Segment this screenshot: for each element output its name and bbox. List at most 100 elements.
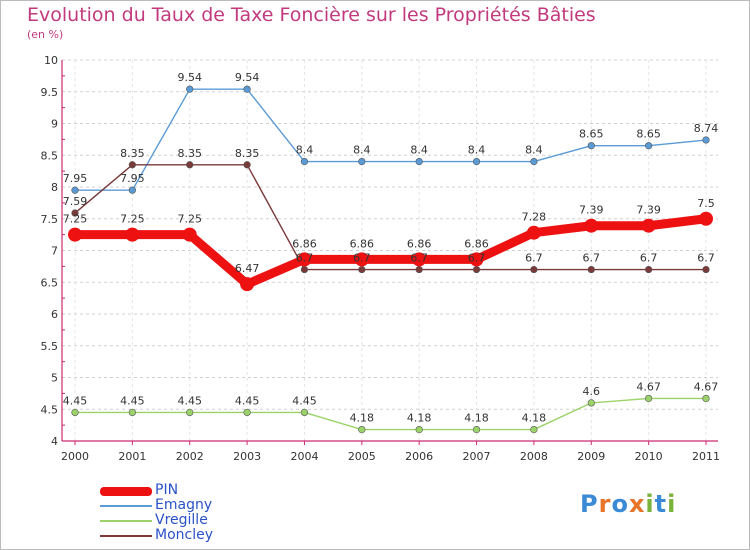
y-tick-label: 6 [51, 308, 58, 321]
point-moncley [71, 209, 79, 217]
grid-layer [62, 59, 718, 442]
data-label-vregille: 4.18 [350, 412, 375, 425]
data-label-vregille: 4.18 [522, 412, 547, 425]
data-label-pin: 7.39 [579, 204, 604, 217]
data-label-emagny: 8.4 [296, 144, 314, 157]
point-vregille [71, 408, 79, 417]
data-label-emagny: 8.65 [636, 128, 661, 141]
logo-letter: x [628, 490, 646, 518]
point-vregille [587, 399, 595, 407]
data-label-vregille: 4.6 [583, 385, 601, 398]
point-vregille [472, 425, 481, 434]
point-emagny [128, 186, 136, 194]
point-emagny [472, 158, 481, 166]
data-label-moncley: 6.7 [583, 252, 601, 265]
data-label-vregille: 4.67 [636, 380, 661, 393]
legend-item-moncley: Moncley [100, 527, 300, 544]
data-label-moncley: 8.35 [235, 147, 260, 160]
data-label-pin: 7.25 [120, 213, 145, 226]
legend-item-vregille: Vregille [100, 512, 300, 529]
data-label-pin: 7.28 [522, 211, 547, 224]
point-vregille [186, 408, 194, 417]
point-pin [584, 218, 599, 233]
data-label-vregille: 4.45 [63, 394, 88, 407]
data-label-emagny: 8.65 [579, 128, 604, 141]
legend: PIN Emagny Vregille Moncley [100, 482, 300, 544]
point-emagny [186, 85, 194, 93]
data-label-vregille: 4.45 [292, 394, 317, 407]
legend-swatch [100, 486, 152, 496]
point-pin [297, 252, 312, 267]
data-label-emagny: 9.54 [235, 71, 260, 84]
data-label-moncley: 8.35 [120, 147, 145, 160]
data-label-vregille: 4.45 [120, 394, 145, 407]
point-emagny [71, 186, 79, 194]
axis-layer: 4 4.5 5 5.5 6 6.5 7 7.5 8 8.5 9 9.5 10 2000 2001 2002 20… [41, 54, 721, 463]
logo-letter: i [645, 490, 655, 518]
data-label-emagny: 8.4 [353, 144, 371, 157]
point-emagny [530, 158, 538, 166]
legend-swatch [100, 505, 152, 507]
point-pin [182, 227, 197, 242]
data-label-moncley: 7.59 [63, 195, 88, 208]
data-label-moncley: 6.7 [296, 252, 314, 265]
point-moncley [702, 265, 710, 274]
legend-label: Vregille [155, 512, 208, 528]
data-label-moncley: 6.7 [410, 252, 428, 265]
data-label-moncley: 6.7 [353, 252, 371, 265]
x-tick-label: 2002 [176, 450, 204, 463]
point-pin [125, 227, 140, 242]
series-layer [68, 85, 713, 434]
point-emagny [243, 85, 251, 93]
data-label-pin: 6.86 [407, 237, 432, 250]
point-moncley [128, 161, 136, 169]
data-label-moncley: 6.7 [640, 252, 658, 265]
logo-letter: P [580, 490, 599, 518]
point-emagny [300, 158, 309, 166]
point-vregille [128, 408, 136, 417]
x-tick-label: 2010 [635, 450, 663, 463]
point-emagny [415, 158, 423, 166]
data-label-layer: 7.25 7.25 7.25 6.47 6.86 6.86 6.86 6.86 7.28 7.39… [63, 71, 719, 424]
point-moncley [415, 265, 423, 274]
point-moncley [472, 265, 481, 274]
y-tick-label: 9.5 [41, 86, 59, 99]
data-label-emagny: 7.95 [63, 172, 88, 185]
proxiti-logo: Proxiti [580, 490, 676, 518]
x-tick-label: 2001 [118, 450, 146, 463]
data-label-emagny: 7.95 [120, 172, 145, 185]
series-line-vregille [74, 397, 707, 431]
x-tick-label: 2006 [405, 450, 433, 463]
data-label-vregille: 4.45 [235, 394, 260, 407]
data-label-pin: 6.86 [292, 237, 317, 250]
logo-letter: i [667, 490, 677, 518]
y-tick-label: 4 [51, 435, 58, 448]
data-label-vregille: 4.45 [177, 394, 202, 407]
point-vregille [358, 425, 366, 434]
legend-label: Emagny [155, 497, 213, 513]
point-pin [641, 218, 656, 233]
y-tick-label: 5 [51, 372, 58, 385]
legend-item-emagny: Emagny [100, 497, 300, 514]
point-vregille [243, 408, 251, 417]
x-tick-label: 2005 [348, 450, 376, 463]
data-label-pin: 7.25 [63, 213, 88, 226]
series-line-pin [70, 214, 711, 289]
x-tick-label: 2007 [463, 450, 491, 463]
data-label-pin: 6.86 [350, 237, 375, 250]
data-label-emagny: 8.74 [694, 122, 719, 135]
point-moncley [300, 265, 309, 274]
x-tick-label: 2009 [577, 450, 605, 463]
data-label-emagny: 8.4 [410, 144, 428, 157]
unit-label: (en %) [27, 28, 64, 41]
point-pin [240, 277, 255, 292]
y-tick-label: 5.5 [41, 340, 59, 353]
data-label-vregille: 4.67 [694, 380, 719, 393]
y-tick-label: 8 [51, 181, 58, 194]
data-label-emagny: 9.54 [177, 71, 202, 84]
y-tick-label: 10 [44, 54, 58, 67]
point-emagny [645, 142, 653, 150]
point-pin [526, 225, 541, 240]
point-moncley [243, 161, 251, 169]
logo-letter: t [654, 490, 668, 518]
